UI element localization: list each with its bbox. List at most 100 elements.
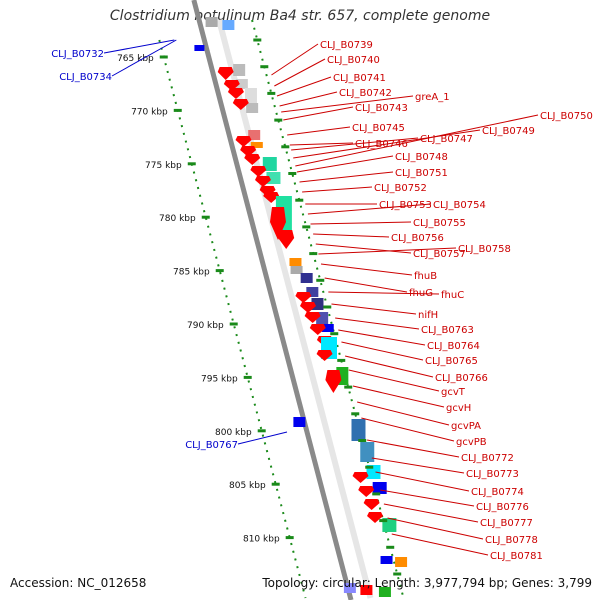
gene-feature: [232, 99, 249, 110]
label-leader: [348, 369, 440, 392]
gene-label-right: CLJ_B0748: [395, 152, 448, 163]
gene-feature: [263, 192, 280, 203]
gene-label-right: CLJ_B0741: [333, 73, 386, 84]
label-leader: [271, 43, 319, 76]
gene-feature: [351, 419, 366, 441]
gene-feature: [293, 417, 306, 427]
gene-feature: [300, 302, 317, 313]
gene-label-right: CLJ_B0765: [425, 356, 478, 367]
gene-feature: [223, 80, 240, 91]
gene-label-right: CLJ_B0757: [413, 249, 466, 260]
label-leader: [344, 355, 434, 378]
gene-feature: [289, 258, 302, 266]
map-title: Clostridium botulinum Ba4 str. 657, comp…: [109, 8, 491, 24]
gene-feature: [250, 166, 267, 177]
gene-label-right: CLJ_B0774: [471, 487, 524, 498]
gene-feature: [304, 312, 321, 323]
gene-label-right: CLJ_B0763: [421, 325, 474, 336]
label-leader: [274, 58, 326, 87]
label-leader: [361, 417, 455, 442]
label-leader: [367, 439, 460, 458]
label-leader: [296, 155, 394, 173]
gene-feature: [278, 230, 295, 249]
label-leader: [276, 76, 332, 97]
label-leader: [335, 317, 420, 330]
label-leader: [315, 243, 412, 254]
label-leader: [283, 106, 354, 121]
gene-label-right: CLJ_B0739: [320, 40, 373, 51]
gene-feature: [295, 292, 312, 303]
ruler-tick-label: 775 kbp: [145, 161, 182, 171]
gene-label-right: gcvPA: [451, 421, 481, 432]
gene-label-right: fhuB: [414, 271, 437, 282]
feature-tracks: [158, 0, 408, 600]
gene-label-right: CLJ_B0742: [339, 88, 392, 99]
label-leader: [287, 126, 351, 136]
gene-label-right: CLJ_B0754: [433, 200, 486, 211]
gene-feature: [321, 324, 334, 332]
gene-feature: [266, 172, 281, 184]
gene-feature: [222, 20, 235, 30]
gene-feature: [380, 556, 393, 564]
gene-feature: [395, 557, 408, 567]
gene-label-right: CLJ_B0758: [458, 244, 511, 255]
label-leader: [313, 233, 390, 238]
gene-feature: [343, 583, 356, 593]
label-leader: [307, 203, 432, 215]
gene-feature: [244, 154, 261, 165]
label-leader: [357, 401, 450, 426]
ruler-tick-label: 810 kbp: [243, 535, 280, 545]
gene-label-right: CLJ_B0749: [482, 126, 535, 137]
label-leader: [279, 91, 338, 107]
gene-label-right: CLJ_B0777: [480, 518, 533, 529]
label-leader: [237, 431, 288, 445]
gene-label-right: CLJ_B0776: [476, 502, 529, 513]
gene-feature: [300, 273, 313, 283]
gene-label-right: greA_1: [415, 92, 450, 103]
gene-feature: [227, 88, 244, 99]
gene-feature: [259, 186, 276, 197]
gene-label-right: gcvH: [446, 403, 471, 414]
gene-feature: [235, 79, 248, 89]
genome-backbone: [191, 0, 354, 600]
label-leader: [352, 385, 445, 408]
label-leader: [380, 489, 475, 507]
label-leader: [299, 171, 394, 183]
gene-feature: [360, 442, 375, 462]
label-leader: [391, 533, 489, 556]
gene-label-right: fhuC: [441, 290, 464, 301]
gene-feature: [262, 157, 277, 171]
ruler-tick-label: 785 kbp: [173, 268, 210, 278]
gene-label-right: CLJ_B0743: [355, 103, 408, 114]
gene-feature: [358, 486, 375, 497]
label-leader: [293, 129, 481, 159]
gene-label-right: CLJ_B0751: [395, 168, 448, 179]
kbp-ruler: 765 kbp 770 kbp 775 kbp 780 kbp 785 kbp 790 k…: [117, 38, 402, 576]
ruler-tick-label: 770 kbp: [131, 107, 168, 117]
label-leader: [318, 247, 457, 255]
gene-feature: [269, 207, 286, 240]
label-leader: [281, 95, 414, 113]
ruler-tick-label: 800 kbp: [215, 428, 252, 438]
gene-feature: [352, 472, 369, 483]
gene-feature: [248, 130, 261, 140]
label-leader: [387, 517, 484, 540]
gene-feature: [378, 587, 391, 597]
label-leader: [328, 291, 440, 295]
gene-feature: [244, 88, 257, 104]
gene-label-right: CLJ_B0773: [466, 469, 519, 480]
gene-feature: [316, 350, 333, 361]
label-leader: [375, 471, 470, 492]
gene-label-right: CLJ_B0752: [374, 183, 427, 194]
gene-label-right: CLJ_B0756: [391, 233, 444, 244]
gene-label-left: CLJ_B0734: [59, 72, 112, 83]
ruler-tick-label: 805 kbp: [229, 481, 266, 491]
gene-label-right: CLJ_B0764: [427, 341, 480, 352]
gene-label-right: CLJ_B0778: [485, 535, 538, 546]
gene-feature: [250, 142, 263, 148]
gene-feature: [246, 103, 259, 113]
gene-label-left: CLJ_B0732: [51, 49, 104, 60]
label-leader: [291, 137, 419, 151]
gene-label-right: CLJ_B0781: [490, 551, 543, 562]
